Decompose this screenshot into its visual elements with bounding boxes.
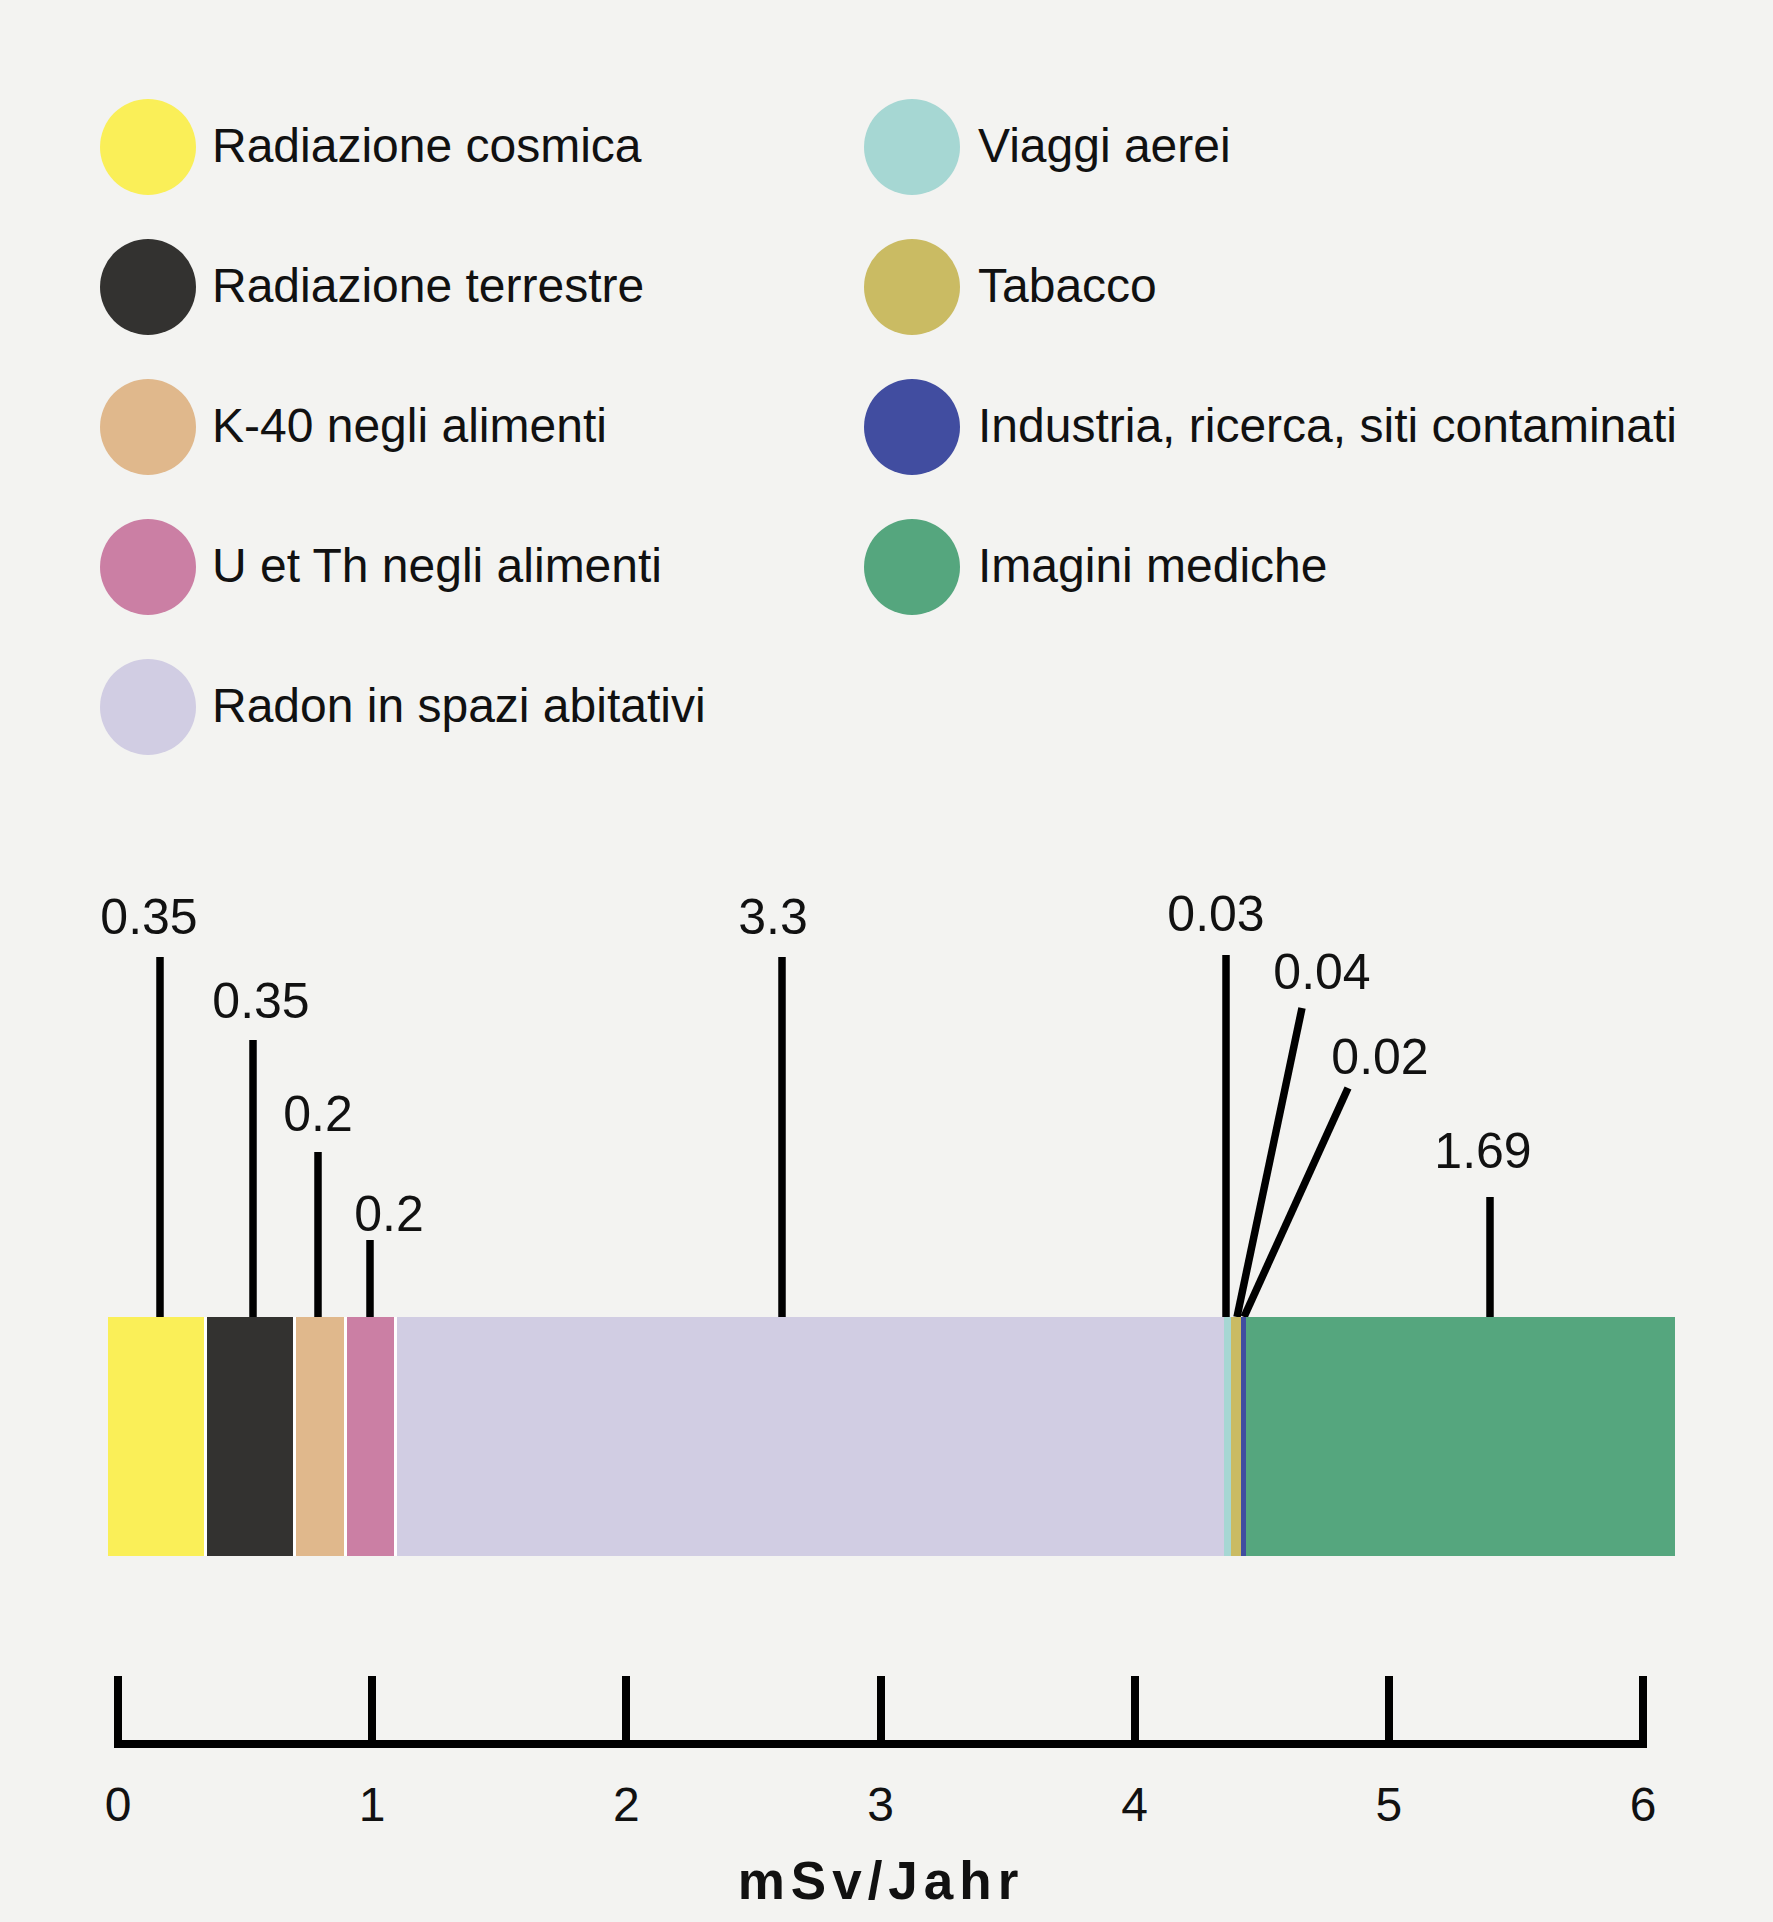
callout-lines xyxy=(0,0,1773,1922)
value-label: 3.3 xyxy=(738,888,808,946)
axis-tick xyxy=(1131,1676,1139,1748)
value-label: 0.02 xyxy=(1331,1028,1428,1086)
value-label: 0.35 xyxy=(100,888,197,946)
axis-tick xyxy=(114,1676,122,1748)
axis-tick xyxy=(368,1676,376,1748)
axis-unit-label: mSv/Jahr xyxy=(738,1850,1025,1911)
value-label: 0.35 xyxy=(212,972,309,1030)
value-label: 0.2 xyxy=(354,1185,424,1243)
axis-tick xyxy=(1639,1676,1647,1748)
axis-tick-label: 6 xyxy=(1630,1777,1657,1832)
radiation-dose-chart: Radiazione cosmicaRadiazione terrestreK-… xyxy=(0,0,1773,1922)
axis-tick xyxy=(877,1676,885,1748)
value-label: 1.69 xyxy=(1434,1122,1531,1180)
bar-segment xyxy=(108,1317,206,1556)
axis-tick-label: 3 xyxy=(867,1777,894,1832)
axis-tick xyxy=(1385,1676,1393,1748)
bar-segment xyxy=(1224,1317,1232,1556)
axis-tick-label: 5 xyxy=(1375,1777,1402,1832)
axis-tick-label: 0 xyxy=(105,1777,132,1832)
segment-separator xyxy=(204,1317,207,1556)
axis-tick-label: 2 xyxy=(613,1777,640,1832)
axis-tick-label: 1 xyxy=(359,1777,386,1832)
callout-line xyxy=(1237,1008,1302,1317)
bar-segment xyxy=(345,1317,396,1556)
value-label: 0.2 xyxy=(283,1085,353,1143)
segment-separator xyxy=(293,1317,296,1556)
axis-tick-label: 4 xyxy=(1121,1777,1148,1832)
bar-segment xyxy=(294,1317,345,1556)
segment-separator xyxy=(394,1317,397,1556)
bar-segment xyxy=(1231,1317,1241,1556)
bar-segment xyxy=(206,1317,295,1556)
value-label: 0.03 xyxy=(1167,885,1264,943)
segment-separator xyxy=(344,1317,347,1556)
bar-segment xyxy=(396,1317,1224,1556)
axis-tick xyxy=(622,1676,630,1748)
bar-segment xyxy=(1246,1317,1675,1556)
value-label: 0.04 xyxy=(1273,943,1370,1001)
